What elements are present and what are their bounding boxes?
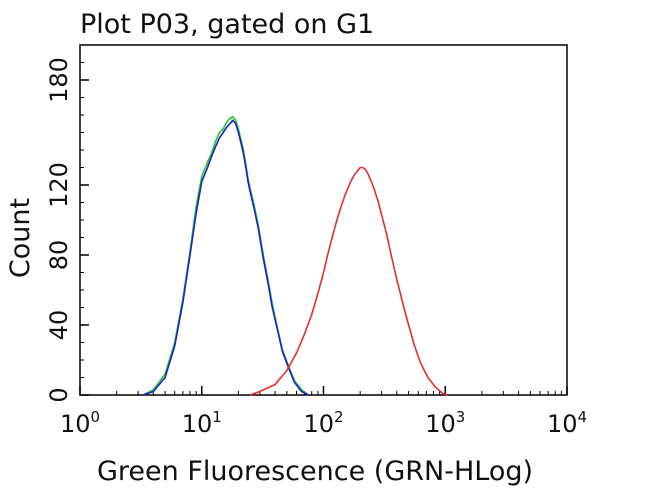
- series-line-3: [249, 166, 449, 396]
- x-tick-label: 101: [182, 408, 222, 438]
- y-axis-ticks: 0 40 80 120 180: [45, 57, 89, 403]
- histogram-series: [142, 116, 449, 396]
- x-axis-label: Green Fluorescence (GRN-HLog): [97, 456, 533, 487]
- x-tick-label: 103: [425, 408, 465, 438]
- x-axis-ticks: 100 101 102 103 104: [60, 386, 587, 438]
- y-minor-ticks: [80, 44, 84, 396]
- plot-frame: [79, 44, 568, 396]
- y-tick-label: 180: [45, 57, 73, 103]
- chart-title: Plot P03, gated on G1: [80, 9, 374, 40]
- y-tick-label: 80: [45, 240, 73, 271]
- series-line-2: [142, 119, 309, 396]
- y-tick-label: 120: [45, 162, 73, 208]
- x-tick-label: 104: [547, 408, 587, 438]
- y-axis-label: Count: [5, 198, 36, 278]
- y-tick-label: 0: [45, 387, 73, 402]
- y-tick-label: 40: [45, 310, 73, 341]
- x-tick-label: 102: [303, 408, 343, 438]
- x-tick-label: 100: [60, 408, 100, 438]
